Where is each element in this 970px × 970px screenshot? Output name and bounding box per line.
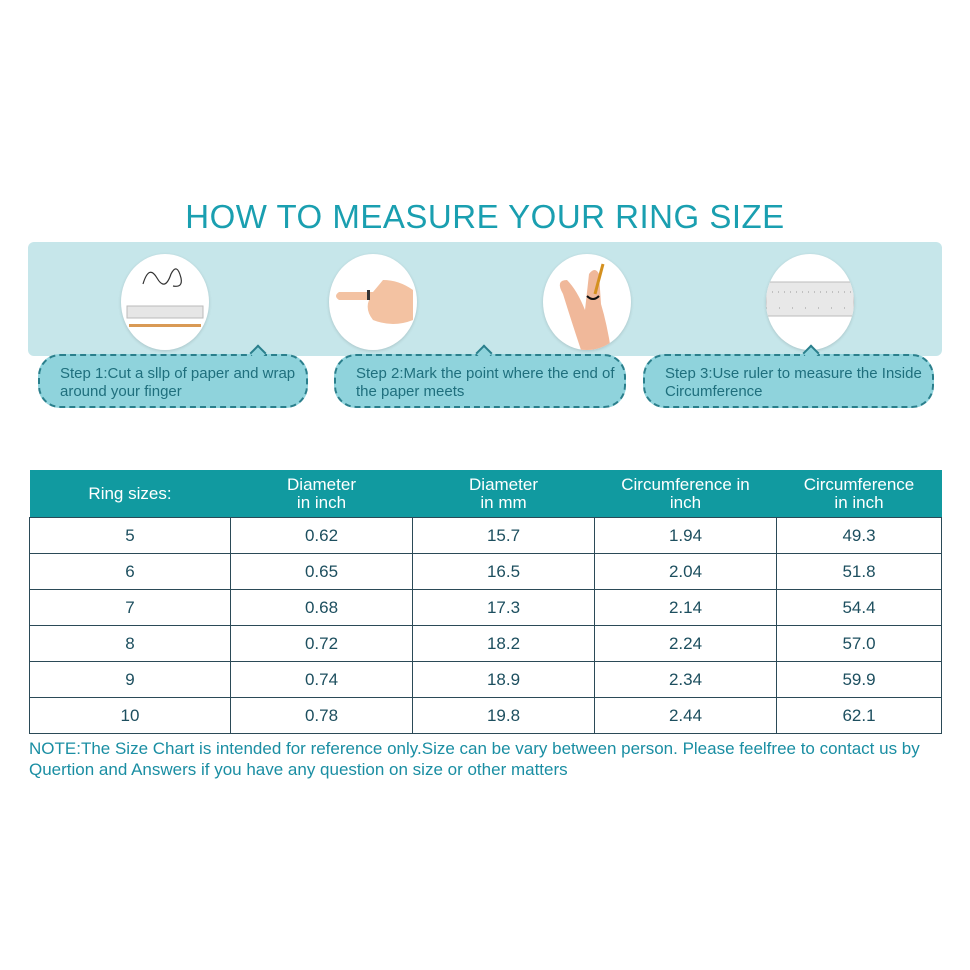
table-row: 8 0.72 18.2 2.24 57.0 <box>29 625 942 662</box>
table-cell: 18.2 <box>412 625 595 662</box>
table-cell: 18.9 <box>412 661 595 698</box>
table-header-row: Ring sizes: Diameter in inch Diameter in… <box>29 470 942 518</box>
table-cell: 51.8 <box>776 553 942 590</box>
table-cell: 6 <box>29 553 231 590</box>
table-row: 7 0.68 17.3 2.14 54.4 <box>29 589 942 626</box>
hand-marking-icon <box>543 254 631 350</box>
table-cell: 0.62 <box>230 517 413 554</box>
table-cell: 0.72 <box>230 625 413 662</box>
table-cell: 9 <box>29 661 231 698</box>
table-cell: 2.34 <box>594 661 777 698</box>
table-cell: 16.5 <box>412 553 595 590</box>
table-cell: 0.68 <box>230 589 413 626</box>
header-circumference-inch-2: Circumference in inch <box>776 470 942 518</box>
table-cell: 19.8 <box>412 697 595 734</box>
size-note: NOTE:The Size Chart is intended for refe… <box>29 739 920 779</box>
table-cell: 15.7 <box>412 517 595 554</box>
hand-pointing-icon <box>329 254 417 350</box>
table-cell: 2.24 <box>594 625 777 662</box>
table-row: 9 0.74 18.9 2.34 59.9 <box>29 661 942 698</box>
table-cell: 0.65 <box>230 553 413 590</box>
header-ring-sizes: Ring sizes: <box>29 470 231 518</box>
table-cell: 8 <box>29 625 231 662</box>
table-cell: 0.78 <box>230 697 413 734</box>
table-cell: 49.3 <box>776 517 942 554</box>
table-cell: 1.94 <box>594 517 777 554</box>
table-cell: 7 <box>29 589 231 626</box>
paper-ruler-pencil-icon <box>121 254 209 350</box>
table-cell: 2.14 <box>594 589 777 626</box>
table-cell: 10 <box>29 697 231 734</box>
table-cell: 2.04 <box>594 553 777 590</box>
table-cell: 54.4 <box>776 589 942 626</box>
step-2-text: Step 2:Mark the point where the end of t… <box>356 365 615 400</box>
table-row: 10 0.78 19.8 2.44 62.1 <box>29 697 942 734</box>
step-3-text: Step 3:Use ruler to measure the Inside C… <box>665 365 922 400</box>
header-diameter-inch: Diameter in inch <box>230 470 413 518</box>
table-cell: 5 <box>29 517 231 554</box>
ruler-icon <box>766 254 854 350</box>
table-row: 6 0.65 16.5 2.04 51.8 <box>29 553 942 590</box>
table-cell: 0.74 <box>230 661 413 698</box>
table-row: 5 0.62 15.7 1.94 49.3 <box>29 517 942 554</box>
header-circumference-inch: Circumference in inch <box>594 470 777 518</box>
table-cell: 2.44 <box>594 697 777 734</box>
table-cell: 17.3 <box>412 589 595 626</box>
table-cell: 59.9 <box>776 661 942 698</box>
table-cell: 62.1 <box>776 697 942 734</box>
step-3-bubble: Step 3:Use ruler to measure the Inside C… <box>643 344 934 408</box>
step-2-bubble: Step 2:Mark the point where the end of t… <box>334 344 626 408</box>
step-1-bubble: Step 1:Cut a sllp of paper and wrap arou… <box>38 344 308 408</box>
step-1-text: Step 1:Cut a sllp of paper and wrap arou… <box>60 365 296 400</box>
header-diameter-mm: Diameter in mm <box>412 470 595 518</box>
ring-size-table: Ring sizes: Diameter in inch Diameter in… <box>29 470 942 734</box>
table-cell: 57.0 <box>776 625 942 662</box>
page-title: HOW TO MEASURE YOUR RING SIZE <box>185 198 785 235</box>
